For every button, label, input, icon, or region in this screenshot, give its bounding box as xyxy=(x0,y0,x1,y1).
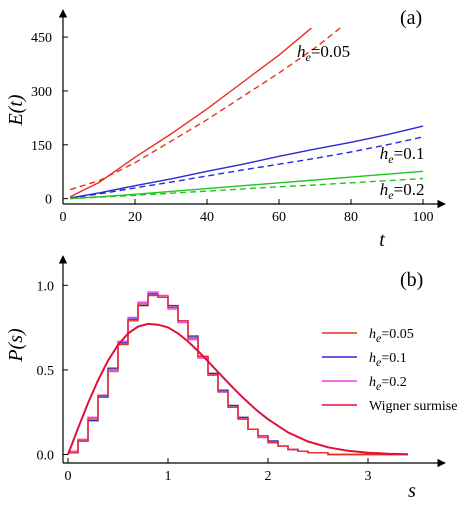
panel-a-annotation: he=0.1 xyxy=(380,144,425,166)
panel-a-ytick-label: 450 xyxy=(31,31,52,46)
panel-a-xtick-label: 100 xyxy=(413,210,434,225)
panel-b-ylabel: P(s) xyxy=(5,328,27,363)
legend-label: he=0.1 xyxy=(369,351,407,369)
panel-a-series-line-6 xyxy=(70,177,424,200)
panel-b-xtick-label: 1 xyxy=(165,469,172,484)
panel-b-label: (b) xyxy=(400,269,423,291)
panel-a-xtick-label: 80 xyxy=(344,210,358,225)
panel-b: 0 1 2 30.00.51.0 (b) P(s) s he=0.05he=0.1he… xyxy=(5,255,457,502)
panel-b-histogram-1 xyxy=(68,293,408,456)
panel-a-ylabel: E(t) xyxy=(5,94,27,126)
legend-label: he=0.2 xyxy=(369,375,407,393)
panel-a-xtick-label: 0 xyxy=(60,210,67,225)
panel-a-label: (a) xyxy=(400,7,422,29)
panel-a-xlabel: t xyxy=(379,229,385,251)
panel-a-annotation: he=0.2 xyxy=(380,180,425,202)
panel-a-ytick-label: 0 xyxy=(45,193,52,208)
panel-a-ytick-label: 300 xyxy=(31,85,52,100)
panel-b-histogram-2 xyxy=(68,291,408,456)
panel-b-ytick-label: 0.5 xyxy=(37,364,55,379)
panel-a-series-line-4 xyxy=(70,136,424,199)
wigner-surmise-curve xyxy=(67,322,409,456)
panel-b-legend: he=0.05 he=0.1 he=0.2 Wigner surmise xyxy=(322,327,457,414)
panel-b-xtick-label: 2 xyxy=(265,469,272,484)
panel-a-ytick-label: 150 xyxy=(31,139,52,154)
panel-a-series-line-1 xyxy=(69,27,312,198)
panel-a-series xyxy=(69,27,424,200)
panel-a-series-line-2 xyxy=(69,27,341,191)
panel-a-xtick-label: 40 xyxy=(200,210,214,225)
panel-a-xtick-label: 20 xyxy=(128,210,142,225)
panel-a-series-line-5 xyxy=(70,170,424,200)
panel-a-annotation: he=0.05 xyxy=(297,42,350,64)
panel-a-annotations: he=0.05 he=0.1 he=0.2 xyxy=(297,42,424,202)
panel-b-histogram-3 xyxy=(68,294,408,456)
panel-b-xtick-label: 3 xyxy=(365,469,372,484)
panel-a-ticks: 0 20 40 60 80 100 0 150 300 450 xyxy=(31,31,434,225)
panel-b-xtick-label: 0 xyxy=(65,469,72,484)
panel-b-histograms xyxy=(68,291,408,456)
panel-a: 0 20 40 60 80 100 0 150 300 450 (a) E(t) t he=0.0… xyxy=(5,7,446,251)
panel-b-ytick-label: 1.0 xyxy=(37,279,55,294)
panel-a-series-line-3 xyxy=(70,125,424,199)
panel-b-xlabel: s xyxy=(408,480,416,502)
panel-a-xtick-label: 60 xyxy=(272,210,286,225)
panel-b-ticks: 0 1 2 3 0.0 0.5 1.0 xyxy=(37,279,372,484)
panel-b-ytick-label: 0.0 xyxy=(37,449,55,464)
legend-label: Wigner surmise xyxy=(369,399,457,414)
legend-label: he=0.05 xyxy=(369,327,414,345)
